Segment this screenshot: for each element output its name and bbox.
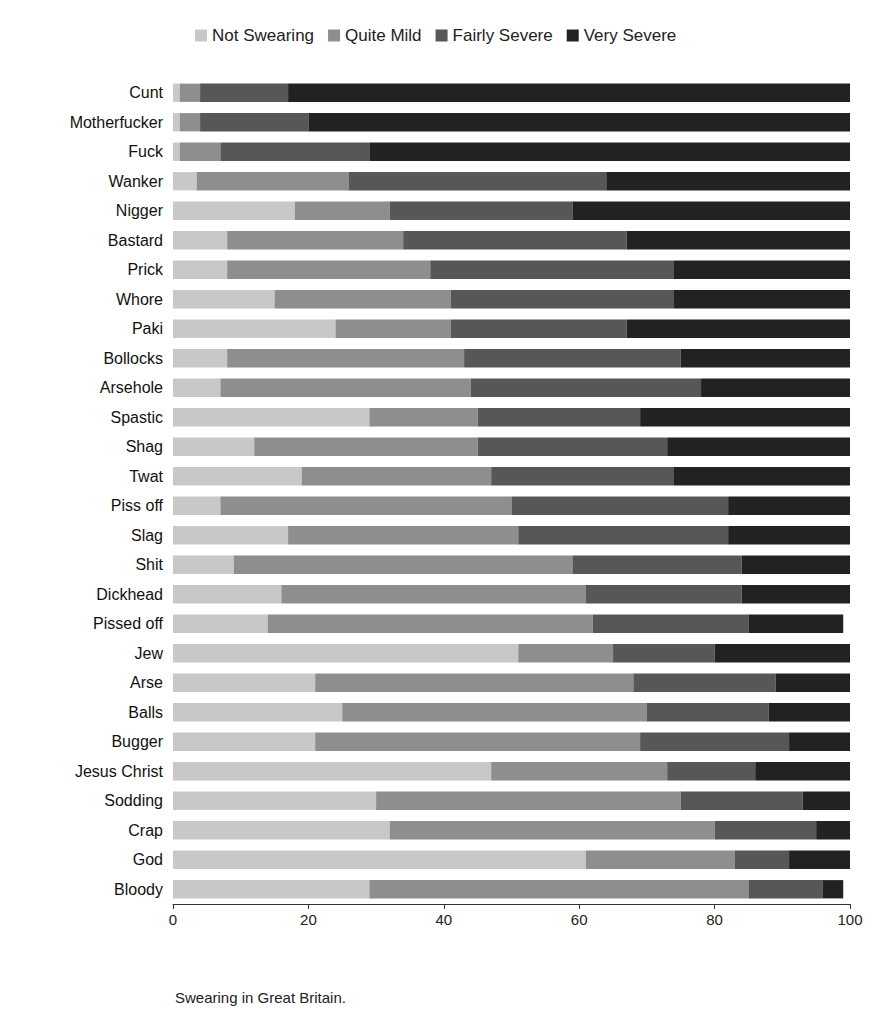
svg-text:Fairly Severe: Fairly Severe xyxy=(453,26,553,45)
svg-text:Piss off: Piss off xyxy=(111,497,164,514)
svg-text:Wanker: Wanker xyxy=(108,173,163,190)
svg-text:Dickhead: Dickhead xyxy=(96,586,163,603)
svg-text:Arse: Arse xyxy=(130,674,163,691)
svg-text:Spastic: Spastic xyxy=(111,409,163,426)
svg-text:Jew: Jew xyxy=(135,645,164,662)
svg-text:20: 20 xyxy=(300,911,317,928)
svg-text:Bollocks: Bollocks xyxy=(103,350,163,367)
svg-text:Twat: Twat xyxy=(129,468,163,485)
svg-text:Not Swearing: Not Swearing xyxy=(212,26,314,45)
svg-text:Prick: Prick xyxy=(127,261,164,278)
svg-text:God: God xyxy=(133,851,163,868)
svg-text:80: 80 xyxy=(706,911,723,928)
svg-text:Pissed off: Pissed off xyxy=(93,615,164,632)
svg-text:Swearing in Great Britain.: Swearing in Great Britain. xyxy=(175,989,346,1006)
svg-text:100: 100 xyxy=(837,911,862,928)
svg-text:Shit: Shit xyxy=(135,556,163,573)
svg-text:0: 0 xyxy=(169,911,177,928)
svg-text:Quite Mild: Quite Mild xyxy=(345,26,422,45)
svg-text:Whore: Whore xyxy=(116,291,163,308)
svg-text:Nigger: Nigger xyxy=(116,202,164,219)
svg-text:Sodding: Sodding xyxy=(104,792,163,809)
svg-text:Bloody: Bloody xyxy=(114,881,163,898)
svg-text:Bastard: Bastard xyxy=(108,232,163,249)
svg-text:Fuck: Fuck xyxy=(128,143,164,160)
svg-text:40: 40 xyxy=(435,911,452,928)
svg-text:Shag: Shag xyxy=(126,438,163,455)
svg-text:Arsehole: Arsehole xyxy=(100,379,163,396)
svg-text:60: 60 xyxy=(571,911,588,928)
svg-text:Cunt: Cunt xyxy=(129,84,163,101)
svg-text:Motherfucker: Motherfucker xyxy=(70,114,164,131)
svg-text:Slag: Slag xyxy=(131,527,163,544)
svg-text:Balls: Balls xyxy=(128,704,163,721)
svg-text:Crap: Crap xyxy=(128,822,163,839)
svg-text:Bugger: Bugger xyxy=(111,733,163,750)
svg-text:Jesus Christ: Jesus Christ xyxy=(75,763,164,780)
svg-text:Very Severe: Very Severe xyxy=(584,26,677,45)
svg-text:Paki: Paki xyxy=(132,320,163,337)
